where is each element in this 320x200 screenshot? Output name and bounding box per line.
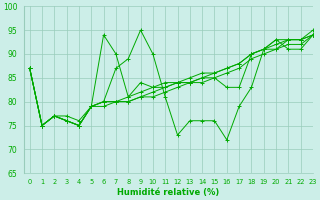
X-axis label: Humidité relative (%): Humidité relative (%) (117, 188, 220, 197)
